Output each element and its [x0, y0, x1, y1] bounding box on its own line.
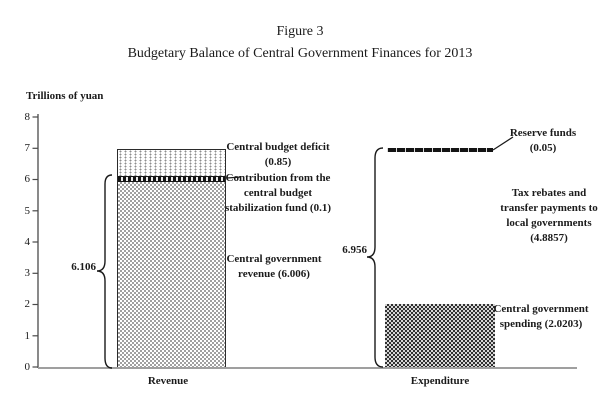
reserve-funds-segment: [387, 148, 493, 152]
x-category-revenue: Revenue: [147, 375, 189, 387]
y-tick-7: 7: [24, 142, 31, 154]
y-tick-4: 4: [24, 236, 31, 248]
revenue-total-brace: [96, 174, 113, 369]
annotation-line: Central government: [493, 303, 589, 315]
stabilization-fund-segment: [118, 176, 225, 182]
annotation-central-budget-deficit: Central budget deficit (0.85): [218, 140, 338, 170]
y-axis-ticks: [32, 116, 38, 368]
y-axis-title: Trillions of yuan: [26, 90, 104, 102]
annotation-line: spending (2.0203): [499, 318, 583, 330]
annotation-central-government-revenue: Central government revenue (6.006): [214, 252, 334, 282]
y-tick-1: 1: [24, 330, 31, 342]
annotation-line: transfer payments to: [500, 202, 598, 214]
central-budget-deficit-segment: [118, 150, 225, 176]
revenue-bar: [117, 149, 226, 368]
y-tick-6: 6: [24, 173, 31, 185]
annotation-line: Central government: [226, 253, 322, 265]
expenditure-total-label: 6.956: [342, 244, 367, 256]
y-tick-0: 0: [24, 361, 31, 373]
annotation-reserve-funds: Reserve funds (0.05): [483, 126, 600, 156]
annotation-central-government-spending: Central government spending (2.0203): [481, 302, 600, 332]
annotation-line: (0.85): [264, 156, 292, 168]
y-tick-5: 5: [24, 205, 31, 217]
revenue-total-label: 6.106: [71, 261, 96, 273]
annotation-line: stabilization fund (0.1): [224, 202, 332, 214]
annotation-line: revenue (6.006): [238, 268, 310, 280]
figure-subtitle: Budgetary Balance of Central Government …: [127, 46, 473, 61]
annotation-line: Central budget deficit: [226, 141, 330, 153]
annotation-line: (4.8857): [530, 232, 568, 244]
annotation-tax-rebates: Tax rebates and transfer payments to loc…: [489, 186, 600, 246]
annotation-line: local governments: [506, 217, 592, 229]
annotation-line: Contribution from the: [225, 172, 331, 184]
central-government-spending-segment: [385, 304, 495, 367]
annotation-line: (0.05): [529, 142, 557, 154]
annotation-line: Tax rebates and: [511, 187, 587, 199]
y-tick-2: 2: [24, 298, 31, 310]
annotation-line: Reserve funds: [509, 127, 577, 139]
y-tick-8: 8: [24, 111, 31, 123]
expenditure-total-brace: [366, 147, 384, 368]
annotation-stabilization-fund: Contribution from the central budget sta…: [218, 171, 338, 216]
y-tick-3: 3: [24, 267, 31, 279]
central-government-revenue-segment: [118, 182, 225, 367]
annotation-line: central budget: [243, 187, 313, 199]
figure-title: Figure 3: [276, 24, 324, 39]
x-category-expenditure: Expenditure: [410, 375, 470, 387]
